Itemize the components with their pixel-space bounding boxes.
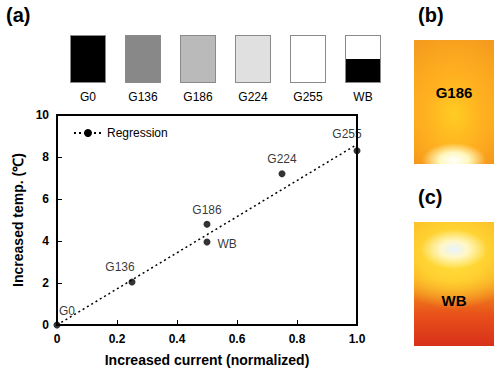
svg-text:Regression: Regression: [107, 126, 168, 140]
svg-text:1.0: 1.0: [349, 332, 366, 346]
html-text:G186: G186: [183, 90, 213, 104]
svg-text:G224: G224: [267, 152, 297, 166]
svg-text:10: 10: [36, 108, 50, 122]
svg-text:2: 2: [42, 276, 49, 290]
html-text:G0: G0: [80, 90, 96, 104]
svg-text:0: 0: [54, 332, 61, 346]
svg-text:G186: G186: [192, 203, 222, 217]
html-text:WB: WB: [353, 90, 373, 104]
svg-text:0: 0: [42, 318, 49, 332]
svg-text:0.2: 0.2: [109, 332, 126, 346]
html-text:(a): (a): [6, 4, 31, 26]
html-text:G224: G224: [238, 90, 268, 104]
html-text:G255: G255: [293, 90, 323, 104]
html-text:WB: WB: [441, 292, 467, 309]
svg-text:Increased temp. (℃): Increased temp. (℃): [10, 153, 26, 287]
svg-text:Increased current (normalized): Increased current (normalized): [105, 352, 310, 368]
svg-text:0.8: 0.8: [289, 332, 306, 346]
html-text:G186: G186: [435, 84, 473, 101]
svg-text:G255: G255: [332, 127, 362, 141]
svg-text:WB: WB: [218, 237, 237, 251]
svg-text:6: 6: [42, 192, 49, 206]
svg-text:0.4: 0.4: [169, 332, 186, 346]
svg-text:0.6: 0.6: [229, 332, 246, 346]
html-text:G136: G136: [128, 90, 158, 104]
html-text:(c): (c): [418, 186, 443, 208]
svg-text:G136: G136: [105, 260, 135, 274]
svg-text:8: 8: [42, 150, 49, 164]
svg-text:4: 4: [42, 234, 49, 248]
svg-text:G0: G0: [59, 304, 75, 318]
html-text:(b): (b): [418, 4, 444, 26]
